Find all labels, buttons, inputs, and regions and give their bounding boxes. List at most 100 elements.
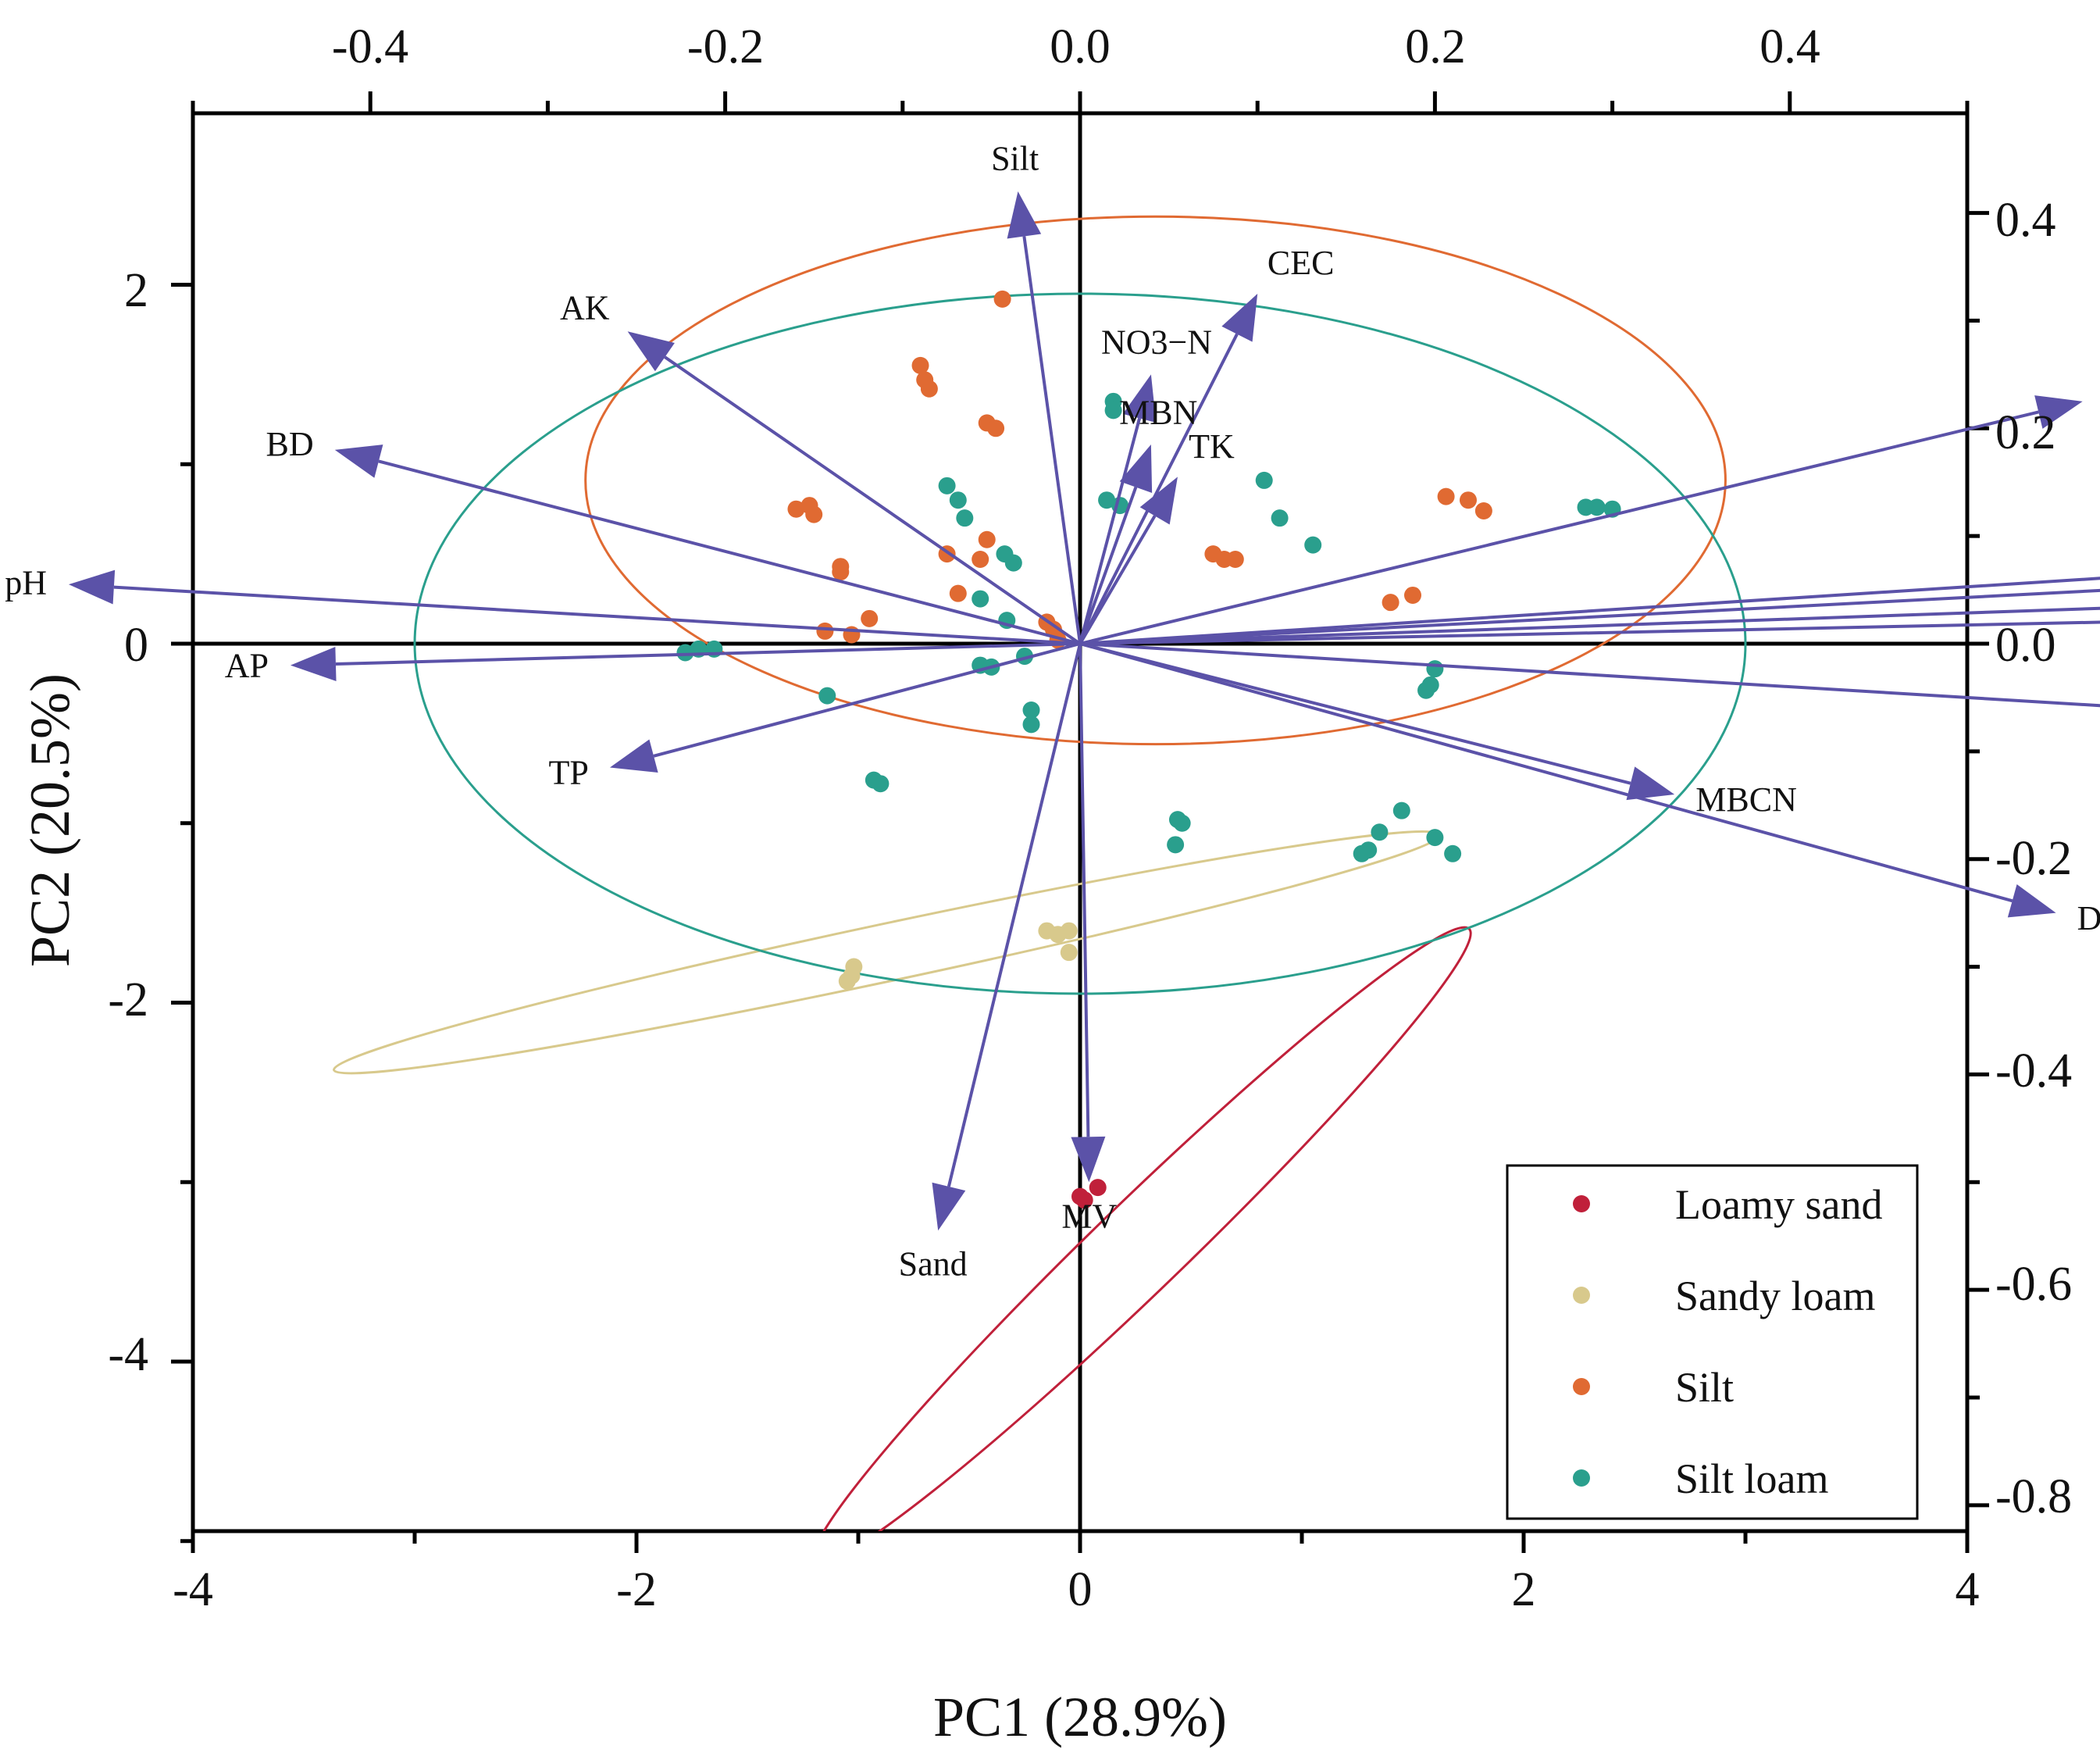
loading-ak: AK <box>560 288 1082 645</box>
loading-shaft <box>1079 417 1142 644</box>
point-silt <box>972 551 989 569</box>
right-tick-label: 0.4 <box>1995 194 2056 247</box>
loading-shaft <box>1079 588 2100 645</box>
point-silt <box>1437 487 1455 505</box>
point-silt-loam <box>1098 491 1116 509</box>
loading-arrowhead <box>932 1182 966 1231</box>
loading-shaft <box>1079 577 2100 645</box>
loading-label: TK <box>1189 427 1235 466</box>
point-silt <box>861 609 879 627</box>
loading-label: AK <box>560 288 610 327</box>
ellipse-silt-loam <box>413 292 1747 995</box>
point-silt-loam <box>818 687 836 705</box>
loading-label: CEC <box>1267 244 1335 282</box>
y-tick-label: 2 <box>124 264 148 317</box>
loading-label: NO3−N <box>1101 323 1212 361</box>
loading-shaft <box>1022 236 1082 644</box>
point-silt-loam <box>1173 814 1191 832</box>
loading-shaft <box>1079 515 1157 645</box>
loading-shaft <box>1079 642 2100 708</box>
loading-ph: pH <box>5 564 1081 645</box>
loading-tn: TN <box>1079 620 2100 645</box>
loading-cec: CEC <box>1079 244 1335 644</box>
loading-mbcn: MBCN <box>1079 642 1797 819</box>
point-sandy-loam <box>1060 922 1078 940</box>
point-silt-loam <box>972 590 989 608</box>
point-silt <box>911 356 929 374</box>
point-silt <box>1382 594 1399 612</box>
point-silt <box>920 380 938 398</box>
loading-arrowhead <box>1071 1136 1106 1183</box>
point-silt <box>987 419 1005 437</box>
loading-shaft <box>113 585 1081 645</box>
loading-mv: MV <box>1061 643 1117 1235</box>
point-silt-loam <box>1271 509 1289 527</box>
ellipse-sandy-loam <box>333 830 1442 1075</box>
loading-don: DON <box>1079 642 2100 937</box>
x-tick-label: -4 <box>173 1563 213 1616</box>
legend-label-silt-loam: Silt loam <box>1675 1455 1829 1502</box>
loading-tp: TP <box>548 642 1081 792</box>
point-silt <box>1404 586 1421 604</box>
right-tick-label: 0.2 <box>1995 406 2056 459</box>
loading-nh4-n: NH4−N <box>1079 642 2100 708</box>
x-axis-title: PC1 (28.9%) <box>933 1686 1227 1748</box>
loading-shaft <box>1079 486 1138 644</box>
loading-label: MBN <box>1119 394 1197 432</box>
point-silt-loam <box>1304 536 1322 554</box>
point-silt <box>1460 491 1477 509</box>
loading-label: DON <box>2077 899 2100 937</box>
loading-shaft <box>947 643 1082 1187</box>
y-axis-title: PC2 (20.5%) <box>19 673 81 967</box>
loading-arrowhead <box>1007 191 1042 239</box>
loading-clay: Clay <box>1079 395 2083 645</box>
loading-shaft <box>1079 642 2013 903</box>
point-silt <box>787 500 805 518</box>
point-silt-loam <box>676 644 694 662</box>
legend-marker-loamy-sand <box>1573 1195 1590 1212</box>
x-tick-label: 4 <box>1956 1563 1980 1616</box>
loading-shaft <box>1079 410 2039 645</box>
point-silt <box>949 584 967 602</box>
point-silt-loam <box>1004 554 1022 572</box>
point-silt-loam <box>1588 498 1606 516</box>
loading-mbn: MBN <box>1079 394 1197 644</box>
point-silt-loam <box>1444 844 1462 862</box>
top-tick-label: 0.4 <box>1760 20 1820 73</box>
point-silt-loam <box>1167 836 1185 854</box>
sample-points <box>676 290 1621 1209</box>
point-sandy-loam <box>838 972 856 990</box>
loading-label: TP <box>548 754 588 792</box>
legend-marker-silt <box>1573 1378 1590 1395</box>
legend-marker-silt-loam <box>1573 1469 1590 1487</box>
point-silt <box>1474 502 1492 519</box>
loading-label: AP <box>225 646 269 684</box>
ellipse-loamy-sand <box>812 926 1472 1531</box>
loading-arrowhead <box>1122 374 1157 423</box>
loading-arrowhead <box>334 444 383 478</box>
right-tick-label: -0.8 <box>1995 1470 2072 1523</box>
x-tick-label: 0 <box>1068 1563 1093 1616</box>
point-silt <box>978 530 996 548</box>
x-tick-label: 2 <box>1512 1563 1536 1616</box>
loading-label: MV <box>1061 1197 1117 1235</box>
point-silt-loam <box>1255 471 1273 489</box>
loading-arrowhead <box>1221 293 1258 342</box>
loading-no3-n: NO3−N <box>1079 323 1212 644</box>
loading-arrowhead <box>1626 766 1675 801</box>
point-silt-loam <box>949 491 967 509</box>
loading-sand: Sand <box>899 643 1082 1283</box>
point-silt-loam <box>1022 716 1040 734</box>
top-tick-labels: -0.4 -0.2 0.0 0.2 0.4 <box>332 20 1820 73</box>
loading-shaft <box>335 642 1081 666</box>
loading-arrowhead <box>627 331 675 372</box>
loading-shaft <box>1079 642 1631 785</box>
point-silt-loam <box>872 775 890 793</box>
point-silt-loam <box>1392 801 1410 819</box>
loading-label: Sand <box>899 1245 968 1283</box>
y-tick-label: -4 <box>108 1328 148 1381</box>
point-silt <box>832 563 850 581</box>
point-silt-loam <box>1371 823 1389 841</box>
loading-arrowhead <box>68 569 116 605</box>
